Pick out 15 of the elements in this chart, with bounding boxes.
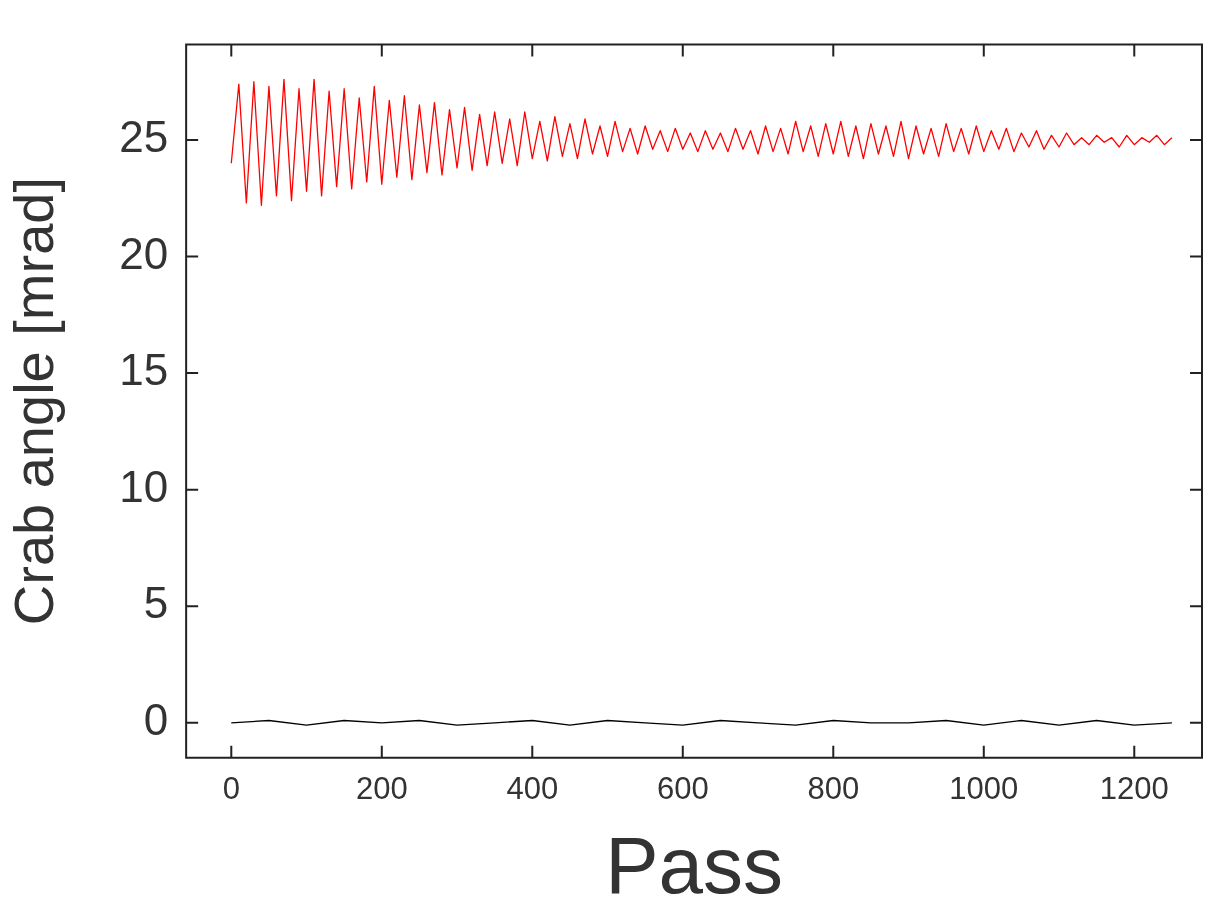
y-tick-label: 10 [119,461,169,511]
x-tick-label: 200 [355,770,408,806]
y-tick-label: 5 [143,578,169,628]
x-tick-label: 600 [656,770,709,806]
y-axis-title: Crab angle [mrad] [2,176,66,626]
x-tick-label: 1000 [949,770,1019,806]
x-axis-title: Pass [605,821,783,911]
y-tick-label: 15 [119,345,169,395]
x-tick-label: 800 [807,770,860,806]
y-tick-label: 20 [119,228,169,278]
y-tick-label: 0 [143,694,169,744]
x-tick-label: 0 [222,770,240,806]
x-tick-label: 1200 [1099,770,1169,806]
x-tick-label: 400 [506,770,559,806]
y-tick-label: 25 [119,112,169,162]
